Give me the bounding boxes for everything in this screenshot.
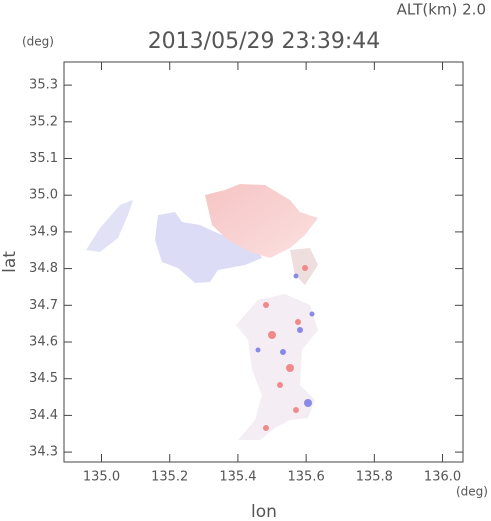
echo: [205, 184, 318, 258]
altitude-label: ALT(km) 2.0: [397, 1, 486, 19]
echo-cells: [255, 273, 315, 407]
x-tick-label: 135.0: [83, 470, 120, 485]
x-tick-label: 135.2: [151, 470, 188, 485]
y-tick-label: 35.1: [29, 151, 58, 166]
y-tick-label: 34.7: [29, 298, 58, 313]
y-tick-label: 35.0: [29, 188, 58, 203]
y-tick-label: 34.3: [29, 445, 58, 460]
y-unit: (deg): [22, 35, 54, 49]
x-axis-label: lon: [251, 502, 277, 521]
y-tick-label: 34.6: [29, 335, 58, 350]
x-tick-label: 135.4: [219, 470, 256, 485]
echo: [86, 200, 133, 252]
radar-echoes: [86, 184, 318, 440]
x-tick-label: 135.8: [356, 470, 393, 485]
x-unit: (deg): [456, 485, 488, 499]
y-tick-label: 34.8: [29, 261, 58, 276]
y-tick-label: 35.3: [29, 78, 58, 93]
x-tick-label: 136.0: [424, 470, 461, 485]
y-tick-label: 34.9: [29, 224, 58, 239]
chart-title: 2013/05/29 23:39:44: [148, 29, 381, 54]
y-axis-label: lat: [0, 251, 20, 273]
echo: [155, 212, 262, 283]
y-tick-label: 34.4: [29, 408, 58, 423]
echo-cells: [263, 265, 308, 431]
y-tick-label: 35.2: [29, 114, 58, 129]
echo: [236, 294, 318, 440]
x-tick-label: 135.6: [288, 470, 325, 485]
plot-frame: [63, 61, 464, 463]
y-tick-label: 34.5: [29, 371, 58, 386]
